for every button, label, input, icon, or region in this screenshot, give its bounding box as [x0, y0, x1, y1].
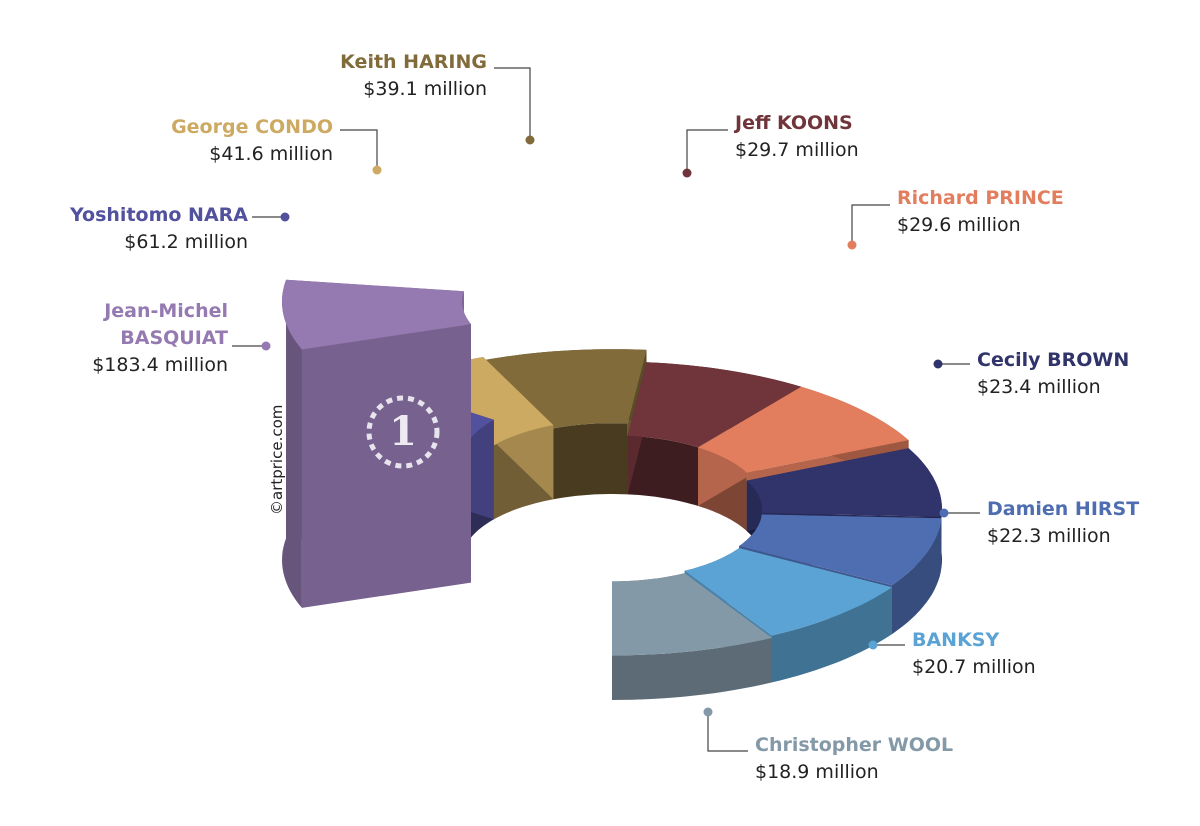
- leader-line: [686, 129, 728, 173]
- label: Keith HARING $39.1 million: [340, 49, 487, 103]
- credit: ©artprice.com: [268, 405, 286, 515]
- leader-dot: [261, 341, 271, 351]
- top-face: [746, 448, 942, 517]
- leader-dot: [868, 640, 878, 650]
- top-face: [282, 279, 471, 350]
- category-name: Cecily BROWN: [977, 349, 1130, 371]
- value-label: $18.9 million: [755, 761, 879, 783]
- leader-dot: [682, 168, 692, 178]
- top-face: [483, 349, 647, 429]
- value-label: $23.4 million: [977, 376, 1101, 398]
- inner-wall: [553, 423, 628, 500]
- category-name: Jeff KOONS: [735, 112, 853, 134]
- category-name: Yoshitomo NARA: [70, 204, 248, 226]
- value-label: $20.7 million: [912, 656, 1036, 678]
- leader-dot: [280, 212, 290, 222]
- label: BANKSY $20.7 million: [912, 627, 1036, 681]
- value-label: $29.6 million: [897, 214, 1021, 236]
- label: George CONDO $41.6 million: [171, 114, 333, 168]
- label: Richard PRINCE $29.6 million: [897, 185, 1064, 239]
- top-face: [739, 514, 942, 586]
- label: Yoshitomo NARA $61.2 million: [70, 202, 248, 256]
- label: Jean-Michel BASQUIAT $183.4 million: [78, 298, 228, 379]
- badge-text: 1: [389, 408, 417, 455]
- leader-dot: [703, 707, 713, 717]
- value-label: $183.4 million: [92, 354, 228, 376]
- leader-dot: [847, 240, 857, 250]
- end-cap: [301, 324, 471, 608]
- top-face: [698, 386, 909, 473]
- value-label: $29.7 million: [735, 139, 859, 161]
- leader-line: [494, 67, 531, 140]
- leader-line: [851, 204, 890, 245]
- leader-line: [340, 129, 378, 170]
- category-name: BANKSY: [912, 629, 1000, 651]
- badge-disc: [366, 395, 440, 469]
- leader-line: [707, 712, 748, 752]
- value-label: $39.1 million: [363, 78, 487, 100]
- segment: [612, 573, 772, 700]
- leader-dot: [372, 165, 382, 175]
- top-face: [612, 573, 772, 656]
- leader-dot: [939, 508, 949, 518]
- value-label: $41.6 million: [209, 143, 333, 165]
- outer-wall: [891, 518, 942, 635]
- label: Christopher WOOL $18.9 million: [755, 732, 953, 786]
- label: Damien HIRST $22.3 million: [987, 496, 1139, 550]
- label: Cecily BROWN $23.4 million: [977, 347, 1129, 401]
- value-label: $22.3 million: [987, 525, 1111, 547]
- label: Jeff KOONS $29.7 million: [735, 110, 859, 164]
- leader-dot: [933, 359, 943, 369]
- inner-wall: [627, 435, 698, 506]
- value-label: $61.2 million: [124, 231, 248, 253]
- category-name: Jean-Michel BASQUIAT: [104, 300, 228, 349]
- outer-wall: [612, 637, 772, 700]
- top-face: [684, 548, 892, 636]
- category-name: Damien HIRST: [987, 498, 1140, 520]
- top-face: [627, 362, 802, 448]
- category-name: George CONDO: [171, 116, 333, 138]
- segment: [282, 279, 471, 608]
- category-name: Keith HARING: [340, 51, 487, 73]
- leader-dot: [525, 135, 535, 145]
- category-name: Christopher WOOL: [755, 734, 954, 756]
- outer-wall: [772, 587, 892, 683]
- category-name: Richard PRINCE: [897, 187, 1064, 209]
- outer-wall: [282, 279, 302, 608]
